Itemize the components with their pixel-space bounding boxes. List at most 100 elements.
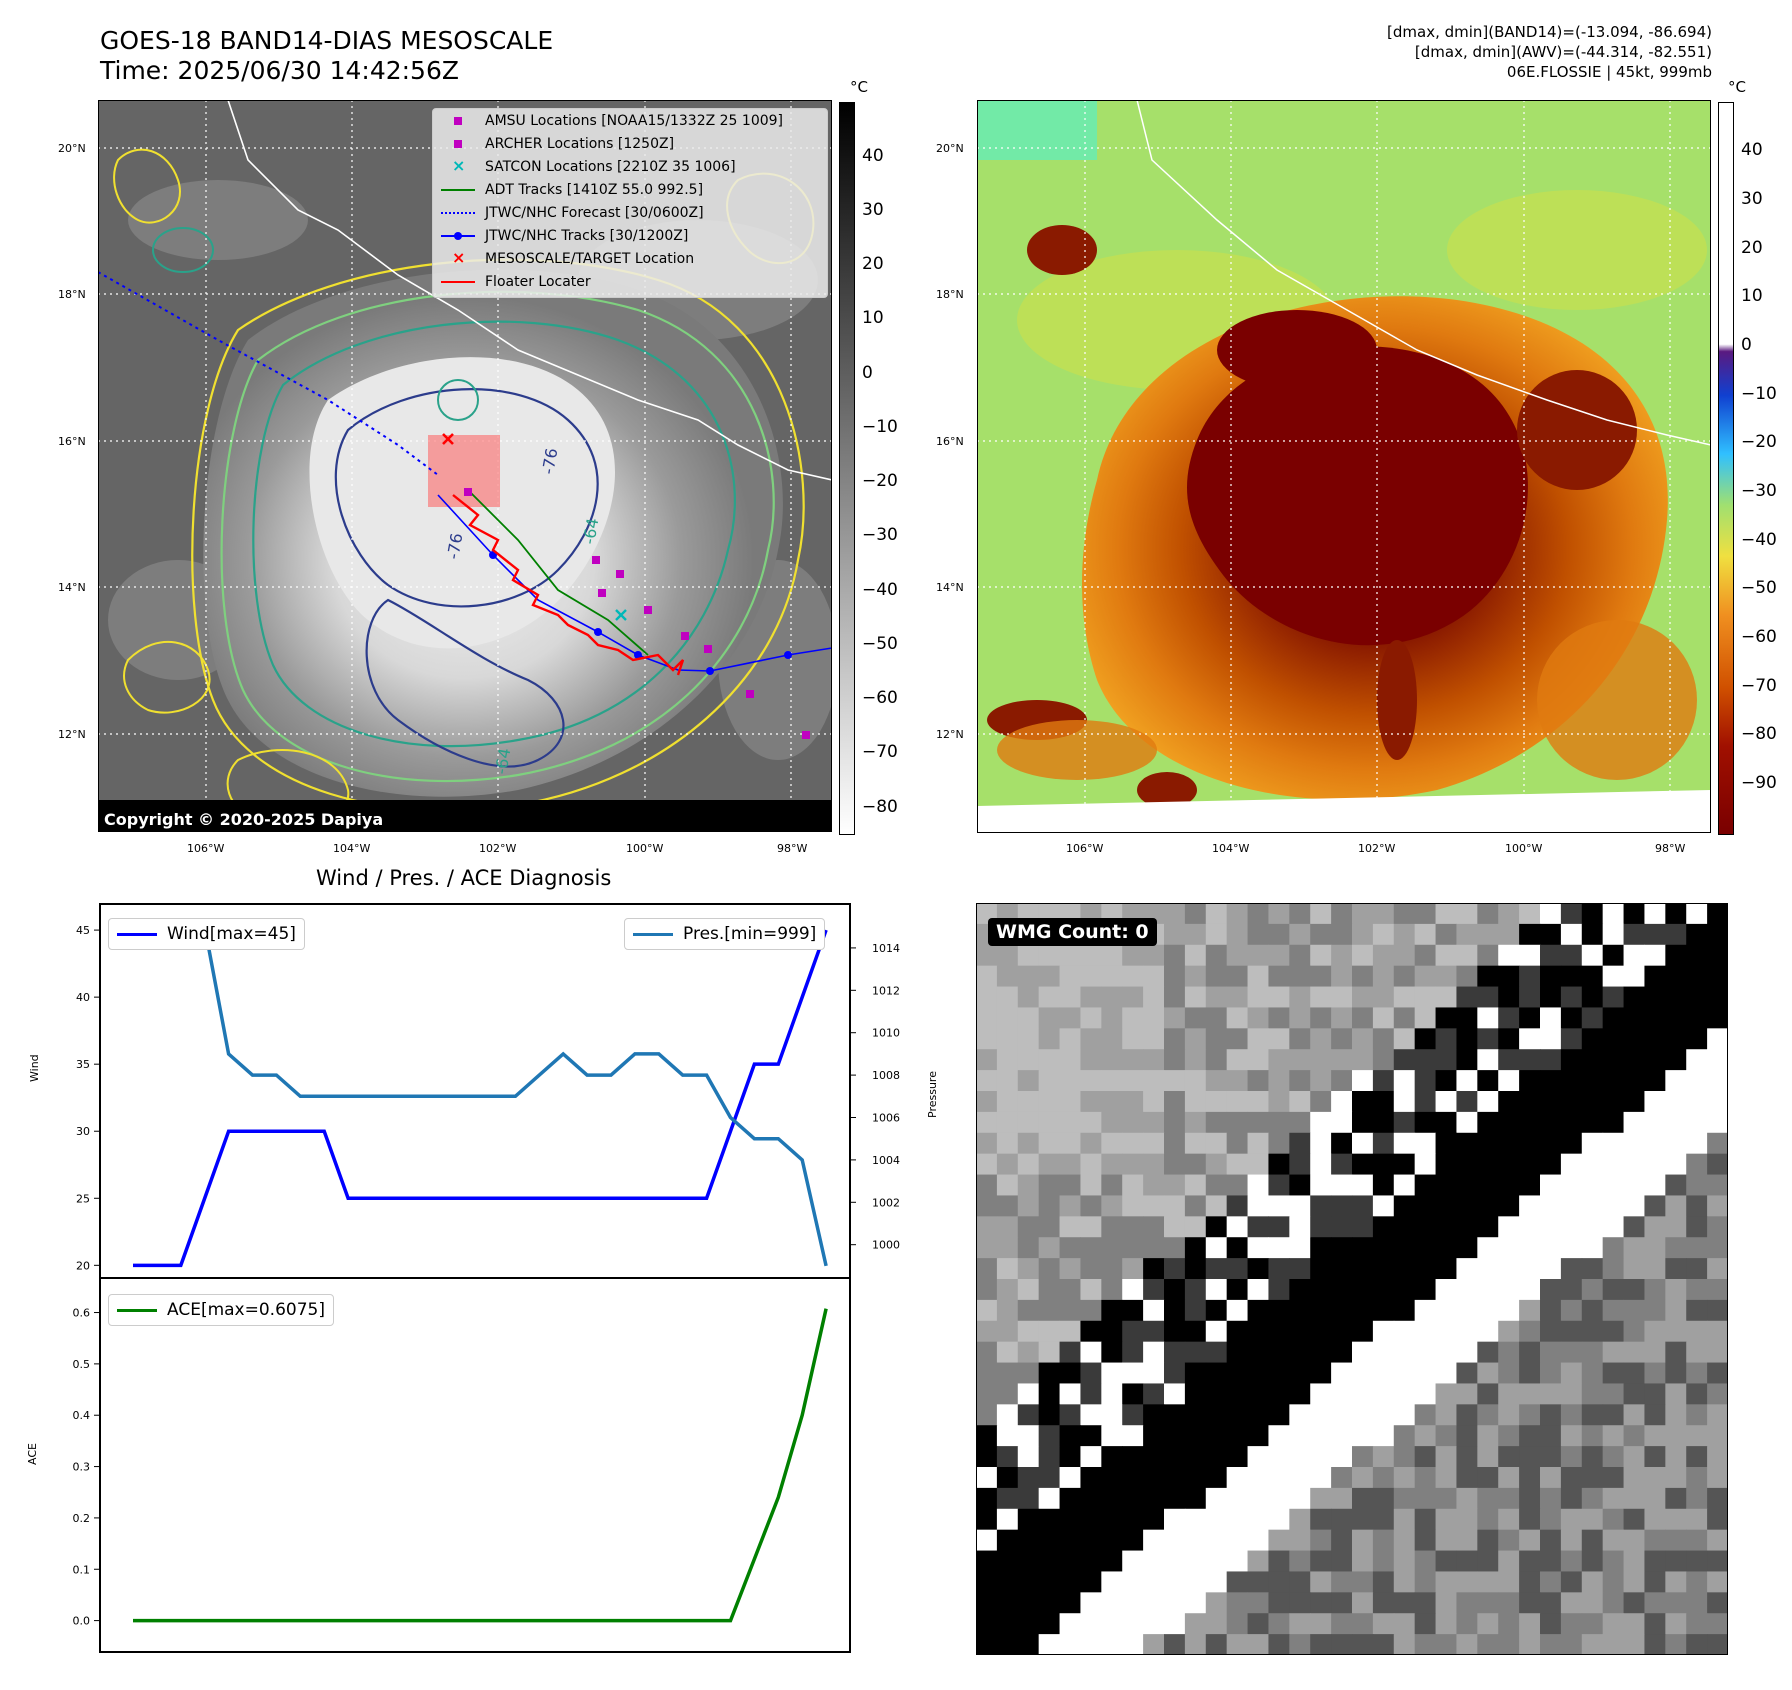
wmg-pixel	[1289, 1467, 1311, 1489]
wmg-pixel	[1059, 1362, 1081, 1384]
wmg-pixel	[1310, 903, 1332, 925]
wmg-pixel	[1519, 1571, 1541, 1593]
wmg-pixel	[1498, 1299, 1520, 1322]
wmg-pixel	[1122, 1153, 1144, 1176]
wmg-pixel	[1372, 986, 1395, 1008]
wmg-pixel	[1080, 1487, 1102, 1510]
wmg-pixel	[1602, 1341, 1625, 1364]
wmg-pixel	[1038, 1508, 1061, 1531]
wmg-pixel	[1372, 1195, 1395, 1217]
wmg-pixel	[976, 1216, 998, 1238]
wmg-pixel	[1310, 1320, 1332, 1343]
wmg-pixel	[1519, 923, 1541, 946]
wmg-pixel	[1372, 1362, 1395, 1384]
wmg-pixel	[1352, 1550, 1374, 1572]
wmg-pixel	[1205, 1111, 1228, 1134]
wmg-pixel	[1414, 1425, 1437, 1447]
wmg-pixel	[1122, 1279, 1144, 1301]
wmg-pixel	[1519, 986, 1541, 1008]
wmg-pixel	[1352, 1634, 1374, 1655]
ace-frame	[99, 1277, 851, 1653]
wmg-pixel	[1498, 1195, 1520, 1217]
wmg-pixel	[1686, 1174, 1708, 1196]
wmg-pixel	[1581, 1153, 1604, 1176]
wmg-pixel	[976, 1007, 998, 1029]
wmg-pixel	[1414, 986, 1437, 1008]
wmg-pixel	[1268, 1508, 1290, 1531]
wmg-pixel	[976, 1529, 998, 1552]
wmg-pixel	[1707, 1111, 1728, 1134]
wmg-pixel	[1456, 1007, 1478, 1029]
wmg-pixel	[1059, 1028, 1081, 1050]
wmg-pixel	[996, 1467, 1019, 1489]
wmg-pixel	[1414, 1529, 1437, 1552]
ace-legend-label: ACE[max=0.6075]	[167, 1300, 325, 1320]
wmg-pixel	[1372, 1007, 1395, 1029]
wmg-pixel	[996, 1404, 1019, 1426]
cbr-tick-m40: −40	[1741, 530, 1777, 550]
wmg-pixel	[1101, 1174, 1123, 1196]
wmg-pixel	[1038, 1446, 1061, 1468]
wmg-pixel	[996, 1487, 1019, 1510]
wmg-pixel	[1226, 1111, 1249, 1134]
wmg-pixel	[1101, 1341, 1123, 1364]
wmg-pixel	[1560, 1153, 1583, 1176]
wmg-pixel	[1080, 944, 1102, 967]
wmg-pixel	[1080, 1258, 1102, 1280]
wind-series-line	[133, 929, 828, 1268]
wmg-pixel	[1686, 1070, 1708, 1092]
wmg-pixel	[1707, 1467, 1728, 1489]
r-lon-label-104w: 104°W	[1212, 842, 1250, 855]
wmg-pixel	[1059, 965, 1081, 988]
wmg-pixel	[1143, 1529, 1165, 1552]
wmg-pixel	[1602, 1487, 1625, 1510]
wmg-pixel	[1080, 965, 1102, 988]
wmg-pixel	[1331, 903, 1353, 925]
wmg-pixel	[1143, 1279, 1165, 1301]
color-colorbar	[1718, 102, 1734, 835]
wmg-pixel	[1143, 1383, 1165, 1405]
wmg-pixel	[1435, 1487, 1457, 1510]
wmg-pixel	[1038, 1341, 1061, 1364]
wmg-pixel	[1477, 1362, 1499, 1384]
wmg-pixel	[1352, 1153, 1374, 1176]
wmg-pixel	[996, 1299, 1019, 1322]
wmg-pixel	[1101, 1070, 1123, 1092]
wmg-pixel	[1101, 1592, 1123, 1614]
wmg-pixel	[1623, 1425, 1645, 1447]
wmg-pixel	[1477, 1404, 1499, 1426]
wmg-pixel	[1268, 1174, 1290, 1196]
wmg-pixel	[1017, 1299, 1040, 1322]
wmg-pixel	[1560, 1341, 1583, 1364]
wmg-pixel	[996, 1153, 1019, 1176]
wmg-pixel	[1540, 1571, 1562, 1593]
wmg-pixel	[1184, 1028, 1207, 1050]
wmg-pixel	[1038, 1091, 1061, 1113]
wmg-pixel	[1184, 1529, 1207, 1552]
info-band14: [dmax, dmin](BAND14)=(-13.094, -86.694)	[1387, 23, 1712, 41]
wmg-pixel	[1331, 1111, 1353, 1134]
wmg-pixel	[1310, 1258, 1332, 1280]
wmg-pixel	[1623, 1341, 1645, 1364]
wmg-pixel	[1038, 1237, 1061, 1259]
wmg-pixel	[1038, 1634, 1061, 1655]
wmg-pixel	[1414, 1446, 1437, 1468]
wmg-pixel	[1101, 1425, 1123, 1447]
wmg-pixel	[1581, 1383, 1604, 1405]
wmg-pixel	[1226, 1132, 1249, 1155]
wmg-pixel	[1226, 1487, 1249, 1510]
wmg-pixel	[1080, 1028, 1102, 1050]
lat-label-14n: 14°N	[58, 581, 86, 594]
wmg-pixel	[1184, 1007, 1207, 1029]
legend-satcon: × SATCON Locations [2210Z 35 1006]	[441, 156, 736, 177]
wmg-pixel	[1393, 903, 1416, 925]
wmg-pixel	[1352, 944, 1374, 967]
wmg-pixel	[1623, 1550, 1645, 1572]
wmg-pixel	[1017, 1508, 1040, 1531]
wmg-pixel	[1059, 1049, 1081, 1071]
wmg-pixel	[1456, 903, 1478, 925]
wmg-pixel	[1665, 1362, 1687, 1384]
wmg-pixel	[1184, 1592, 1207, 1614]
wmg-pixel	[1352, 1174, 1374, 1196]
wmg-pixel	[1623, 1467, 1645, 1489]
